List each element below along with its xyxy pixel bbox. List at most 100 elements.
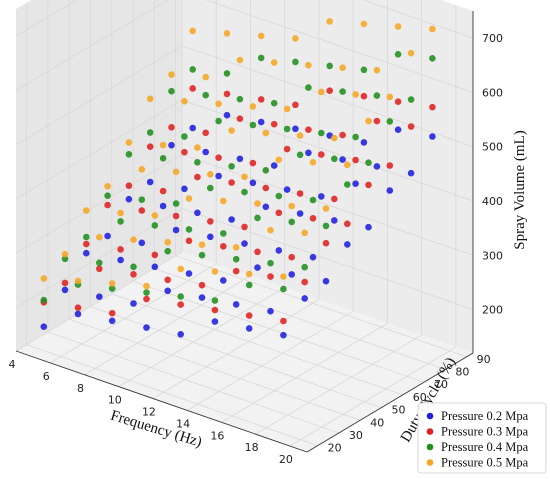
data-point [394,126,402,133]
data-point [270,99,278,107]
data-point [159,141,167,149]
data-point [352,180,359,187]
data-point [360,66,368,74]
data-point [177,301,184,308]
data-point [373,163,381,170]
legend-marker [426,443,434,451]
data-point [262,203,270,211]
data-point [386,162,394,169]
x-tick-label: 20 [279,453,293,466]
back-pane [182,0,473,353]
data-point [280,273,287,280]
x-tick-label: 10 [108,394,122,407]
data-point [211,297,219,304]
data-point [146,95,154,103]
data-point [189,85,196,92]
data-point [74,277,82,285]
data-point [283,145,291,153]
data-point [177,293,184,300]
data-point [249,103,257,110]
data-point [339,156,346,163]
data-point [257,118,265,126]
data-point [164,287,171,295]
data-point [296,151,304,159]
data-point [245,325,253,332]
x-tick-label: 8 [77,382,84,395]
data-point [373,92,381,99]
data-point [223,30,231,37]
data-point [168,124,175,131]
gridline-y-floor [111,293,403,396]
data-point [151,212,159,219]
data-point [352,91,359,98]
data-point [96,259,103,267]
data-point [151,263,159,271]
data-point [223,90,231,98]
data-point [83,240,90,248]
data-point [344,181,351,188]
gridline-y-floor [47,331,340,434]
data-point [143,295,150,303]
data-point [202,73,209,81]
data-point [267,307,274,315]
data-point [339,131,346,139]
data-point [394,51,402,58]
data-point [309,253,317,261]
data-point [309,159,317,166]
data-point [74,310,82,318]
data-point [61,250,69,258]
gridline-z-side [15,45,183,146]
data-point [83,249,90,257]
data-point [189,124,196,132]
z-tick-label: 700 [482,32,503,45]
data-point [322,239,330,247]
left-pane [16,0,182,351]
data-point [207,171,214,178]
data-point [138,207,146,214]
data-point [360,92,368,100]
data-point [249,179,257,187]
data-point [189,27,196,35]
data-point [322,277,330,285]
data-point [40,275,48,282]
data-point [130,263,137,271]
data-point [130,271,137,278]
data-point [283,186,291,193]
z-tick-label: 500 [482,141,503,154]
data-point [241,223,248,231]
data-point [108,280,116,287]
data-point [189,66,196,73]
data-point [181,185,188,193]
data-point [331,155,338,163]
data-point [283,105,291,113]
data-point [331,217,338,224]
data-point [181,98,188,105]
data-point [143,289,150,296]
gridline-z-back [181,99,474,202]
data-point [185,195,193,202]
data-point [344,241,351,248]
data-point [352,156,359,164]
y-tick-label: 60 [413,391,427,404]
data-point [168,87,175,95]
data-point [296,190,304,197]
data-point [280,317,287,325]
data-point [305,84,312,91]
data-point [288,271,296,278]
data-point [429,55,436,62]
data-point [198,294,206,301]
data-point [241,188,248,196]
data-point [288,202,296,210]
data-point [198,281,206,289]
data-point [245,312,253,319]
data-point [331,195,338,203]
data-point [270,120,278,128]
data-point [130,300,137,307]
gridline-z-side [15,153,183,254]
data-point [407,169,415,177]
data-point [373,66,381,74]
data-point [181,133,188,140]
data-point [386,118,394,125]
gridline-y-floor [90,306,382,408]
data-point [283,125,291,133]
